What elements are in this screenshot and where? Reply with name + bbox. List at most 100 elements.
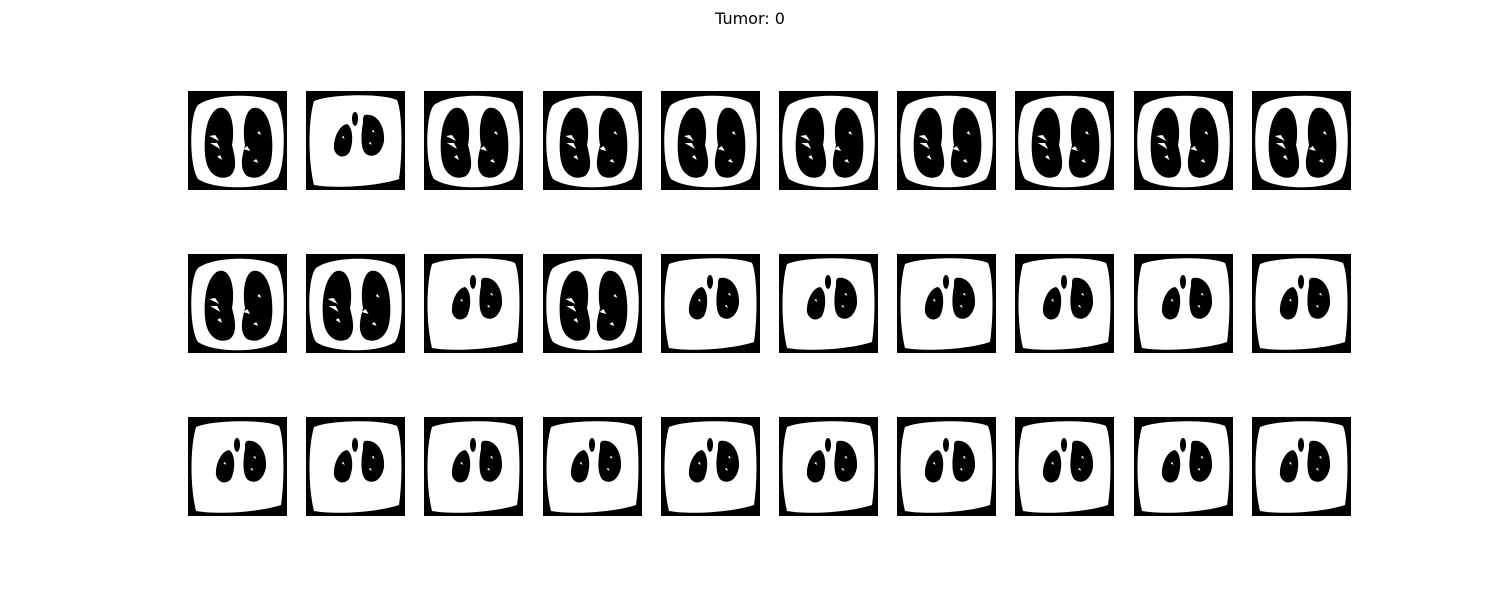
left-lung (1043, 450, 1062, 483)
left-lung (1279, 450, 1298, 483)
left-lung (806, 287, 826, 320)
right-lung (1070, 440, 1094, 482)
vessel-speck (480, 146, 488, 151)
lung-mask-image (1133, 254, 1233, 353)
lung-mask-panel (424, 417, 524, 516)
left-lung (334, 124, 353, 157)
left-lung (913, 107, 945, 178)
right-lung (361, 440, 385, 482)
vessel-speck (724, 468, 728, 471)
airway (470, 438, 477, 452)
lung-mask-panel (778, 91, 878, 190)
left-lung (570, 450, 589, 483)
vessel-speck (844, 456, 848, 459)
vessel-speck (598, 146, 606, 151)
vessel-speck (800, 135, 811, 141)
vessel-speck (919, 143, 930, 149)
vessel-speck (253, 456, 257, 459)
vessel-speck (1155, 135, 1166, 141)
left-lung (204, 107, 236, 178)
vessel-speck (368, 468, 372, 471)
right-lung (1305, 107, 1337, 178)
left-lung (452, 450, 471, 483)
airway (943, 438, 950, 452)
lung-mask-image (1251, 417, 1351, 516)
left-lung (559, 270, 590, 341)
vessel-speck (564, 298, 575, 304)
vessel-speck (608, 456, 612, 459)
vessel-speck (490, 456, 494, 459)
vessel-speck (844, 159, 850, 163)
vessel-speck (253, 159, 259, 163)
right-lung (1069, 107, 1100, 178)
body-outline (664, 258, 757, 350)
vessel-speck (447, 143, 458, 149)
vessel-speck (932, 299, 936, 302)
lung-mask-panel (424, 254, 524, 353)
vessel-speck (210, 143, 221, 149)
lung-mask-image (542, 254, 642, 353)
left-lung (688, 450, 707, 483)
right-lung (243, 440, 267, 482)
vessel-speck (1196, 305, 1200, 308)
right-lung (716, 440, 739, 482)
left-lung (322, 270, 354, 341)
vessel-speck (1274, 135, 1285, 141)
lung-mask-image (1133, 417, 1233, 516)
left-lung (1031, 107, 1063, 178)
vessel-speck (727, 159, 733, 163)
vessel-speck (697, 299, 701, 302)
right-lung (1070, 277, 1094, 319)
vessel-speck (487, 305, 491, 308)
vessel-speck (1199, 293, 1203, 296)
vessel-speck (727, 293, 731, 296)
left-lung (1161, 287, 1180, 320)
vessel-speck (565, 143, 576, 149)
lung-mask-image (660, 254, 760, 353)
body-outline (309, 95, 402, 187)
left-lung (1150, 107, 1181, 178)
vessel-speck (598, 309, 606, 314)
vessel-speck (918, 135, 929, 141)
lung-mask-image (778, 417, 878, 516)
vessel-speck (1318, 159, 1324, 163)
body-outline (1018, 258, 1111, 350)
vessel-speck (1288, 299, 1292, 302)
lung-mask-panel (897, 417, 997, 516)
body-outline (782, 421, 875, 513)
lung-mask-image (660, 91, 760, 190)
lung-mask-panel (1015, 417, 1115, 516)
lung-mask-panel (897, 254, 997, 353)
right-lung (361, 114, 385, 156)
vessel-speck (1322, 131, 1327, 135)
lung-mask-panel (542, 417, 642, 516)
vessel-speck (1203, 131, 1208, 135)
lung-mask-panel (1133, 417, 1233, 516)
scan-panel-grid (188, 91, 1351, 516)
vessel-speck (565, 306, 576, 312)
vessel-speck (801, 143, 812, 149)
right-lung (598, 440, 621, 482)
vessel-speck (841, 305, 845, 308)
lung-mask-image (897, 91, 997, 190)
left-lung (204, 270, 236, 341)
vessel-speck (848, 131, 853, 135)
right-lung (479, 440, 503, 482)
vessel-speck (1081, 293, 1085, 296)
lung-mask-image (1015, 254, 1115, 353)
vessel-speck (209, 135, 220, 141)
right-lung (832, 107, 864, 178)
lung-mask-panel (660, 91, 760, 190)
vessel-speck (490, 159, 496, 163)
lung-mask-panel (306, 417, 406, 516)
right-lung (1307, 440, 1330, 482)
body-outline (1137, 258, 1229, 350)
body-outline (782, 258, 875, 350)
airway (706, 438, 713, 452)
vessel-speck (1315, 468, 1319, 471)
body-outline (546, 421, 639, 513)
lung-mask-image (542, 91, 642, 190)
vessel-speck (1078, 468, 1082, 471)
vessel-speck (1045, 155, 1051, 160)
vessel-speck (371, 456, 375, 459)
